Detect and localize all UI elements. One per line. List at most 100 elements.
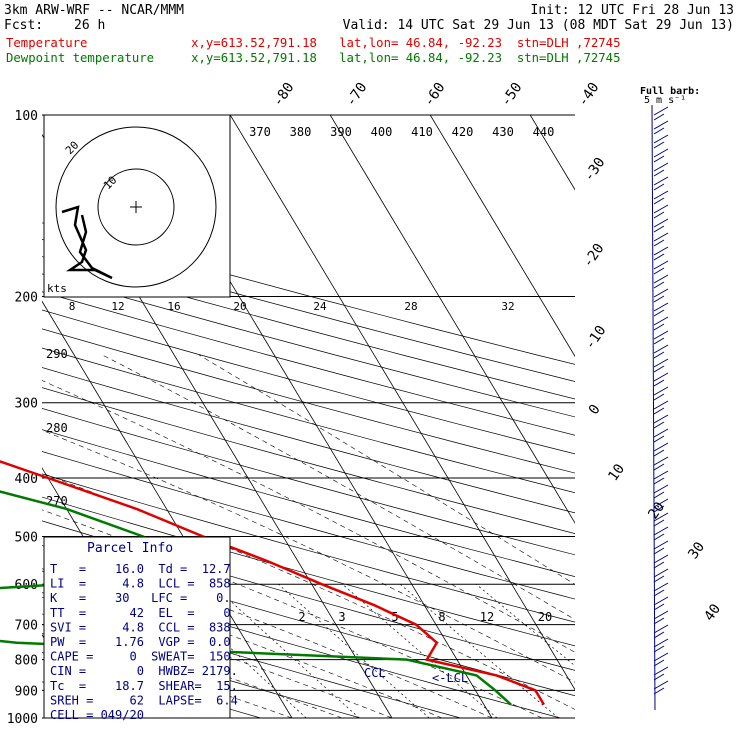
wind-barb <box>653 582 669 597</box>
wind-barb <box>653 176 669 191</box>
hodograph-tick-label: 32 <box>501 300 514 313</box>
dry-adiabat <box>42 473 575 623</box>
isotherm-label: -70 <box>343 80 371 110</box>
isotherm-label: -10 <box>582 323 610 353</box>
wind-barb <box>653 680 669 695</box>
dry-adiabat <box>42 429 575 577</box>
pressure-tick-label: 900 <box>15 684 38 699</box>
wind-barb <box>653 232 669 247</box>
moist-adiabat <box>42 613 343 718</box>
dry-adiabat <box>42 328 575 474</box>
isotherm-label: -40 <box>575 80 603 110</box>
hodograph-ring-outer <box>55 126 217 288</box>
wind-barb <box>653 288 669 303</box>
hodograph-center <box>130 201 142 213</box>
wind-barb <box>653 218 669 233</box>
pressure-tick-label: 700 <box>15 619 38 634</box>
parcel-info-row: CAPE = 0 SWEAT= 150 <box>50 650 231 664</box>
isotherm-line <box>630 115 740 718</box>
wind-barb <box>653 638 669 653</box>
parcel-info-row: SREH = 62 LAPSE= 6.4 <box>50 693 238 707</box>
wind-barb <box>653 204 669 219</box>
moist-adiabat <box>42 380 575 653</box>
hodograph-tick-label: 24 <box>313 300 327 313</box>
isotherm-label: -80 <box>270 80 298 110</box>
dewpoint-legend: Dewpoint temperature x,y=613.52,791.18 l… <box>6 51 621 65</box>
mixing-ratio-label: 8 <box>438 610 445 624</box>
wind-barb <box>653 512 669 527</box>
isotherm-line <box>229 115 575 691</box>
dry-adiabat <box>42 496 575 647</box>
pressure-tick-label: 400 <box>15 472 38 487</box>
wind-barb <box>653 498 669 513</box>
dry-adiabat <box>42 596 461 718</box>
model-title: 3km ARW-WRF -- NCAR/MMM <box>4 3 185 18</box>
parcel-info-row: T = 16.0 Td = 12.7 <box>50 562 231 576</box>
wind-barb <box>653 596 669 611</box>
isotherm-label: -50 <box>498 80 526 110</box>
wind-barb <box>653 470 669 485</box>
wind-barb <box>653 540 669 555</box>
parcel-info-row: TT = 42 EL = 0 <box>50 606 231 620</box>
parcel-info-row: K = 30 LFC = 0. <box>50 591 231 605</box>
theta-label: 440 <box>533 125 555 139</box>
isotherm-label: 10 <box>605 461 628 484</box>
isotherm-label: -20 <box>580 241 608 271</box>
mixing-ratio-label: 3 <box>338 610 345 624</box>
wind-barb <box>653 302 669 317</box>
plot-area <box>42 115 740 718</box>
theta-label: 430 <box>492 125 514 139</box>
wind-barb <box>653 484 669 499</box>
moist-adiabat <box>42 509 543 718</box>
lcl-annotation: <-LCL <box>432 671 468 685</box>
dry-adiabat <box>42 222 575 365</box>
theta-label: 380 <box>290 125 312 139</box>
wind-barb <box>653 274 669 289</box>
dry-adiabat <box>42 256 575 400</box>
wind-barb <box>653 260 669 275</box>
wind-barb <box>653 568 669 583</box>
dry-adiabat <box>42 309 575 455</box>
pressure-tick-label: 1000 <box>7 712 38 727</box>
wind-barb <box>653 148 669 163</box>
hodograph-tick-label: 16 <box>167 300 180 313</box>
parcel-info-title: Parcel Info <box>87 541 173 556</box>
temperature-legend: Temperature x,y=613.52,791.18 lat,lon= 4… <box>6 36 621 50</box>
wind-barb <box>653 358 669 373</box>
wind-barb <box>653 120 669 135</box>
theta-side-label: 280 <box>46 421 68 435</box>
hodograph-units-label: kts <box>47 282 67 295</box>
theta-label: 400 <box>371 125 393 139</box>
pressure-tick-label: 500 <box>15 530 38 545</box>
wind-barb <box>653 162 669 177</box>
wind-barb <box>653 106 669 121</box>
parcel-info-row: PW = 1.76 VGP = 0.0 <box>50 635 231 649</box>
theta-side-label: 290 <box>46 347 68 361</box>
hodograph-ring-inner <box>97 168 175 246</box>
hodograph-trace <box>61 205 113 280</box>
parcel-info-box <box>43 536 231 719</box>
dry-adiabat <box>42 239 575 382</box>
hodograph-tick-label: 8 <box>69 300 76 313</box>
wind-barb <box>653 526 669 541</box>
parcel-info-row: CIN = 0 HWBZ= 2179. <box>50 664 238 678</box>
init-time: Init: 12 UTC Fri 28 Jun 13 <box>530 3 735 18</box>
wind-barb <box>653 456 669 471</box>
wind-barb <box>653 386 669 401</box>
wind-barb <box>653 344 669 359</box>
wind-barb <box>653 610 669 625</box>
isotherm-label: 0 <box>586 402 604 418</box>
theta-label: 370 <box>249 125 271 139</box>
wind-barb <box>653 190 669 205</box>
moist-adiabat <box>42 472 575 710</box>
wind-barb-legend-title: Full barb: <box>640 86 700 97</box>
dry-adiabat <box>42 273 575 418</box>
isotherm-label: -60 <box>421 80 449 110</box>
dry-adiabat <box>42 291 575 436</box>
mixing-ratio-line <box>278 583 430 718</box>
wind-barb <box>653 428 669 443</box>
forecast-hour: 26 h <box>74 18 106 33</box>
parcel-info-row: SVI = 4.8 CCL = 838 <box>50 620 231 634</box>
